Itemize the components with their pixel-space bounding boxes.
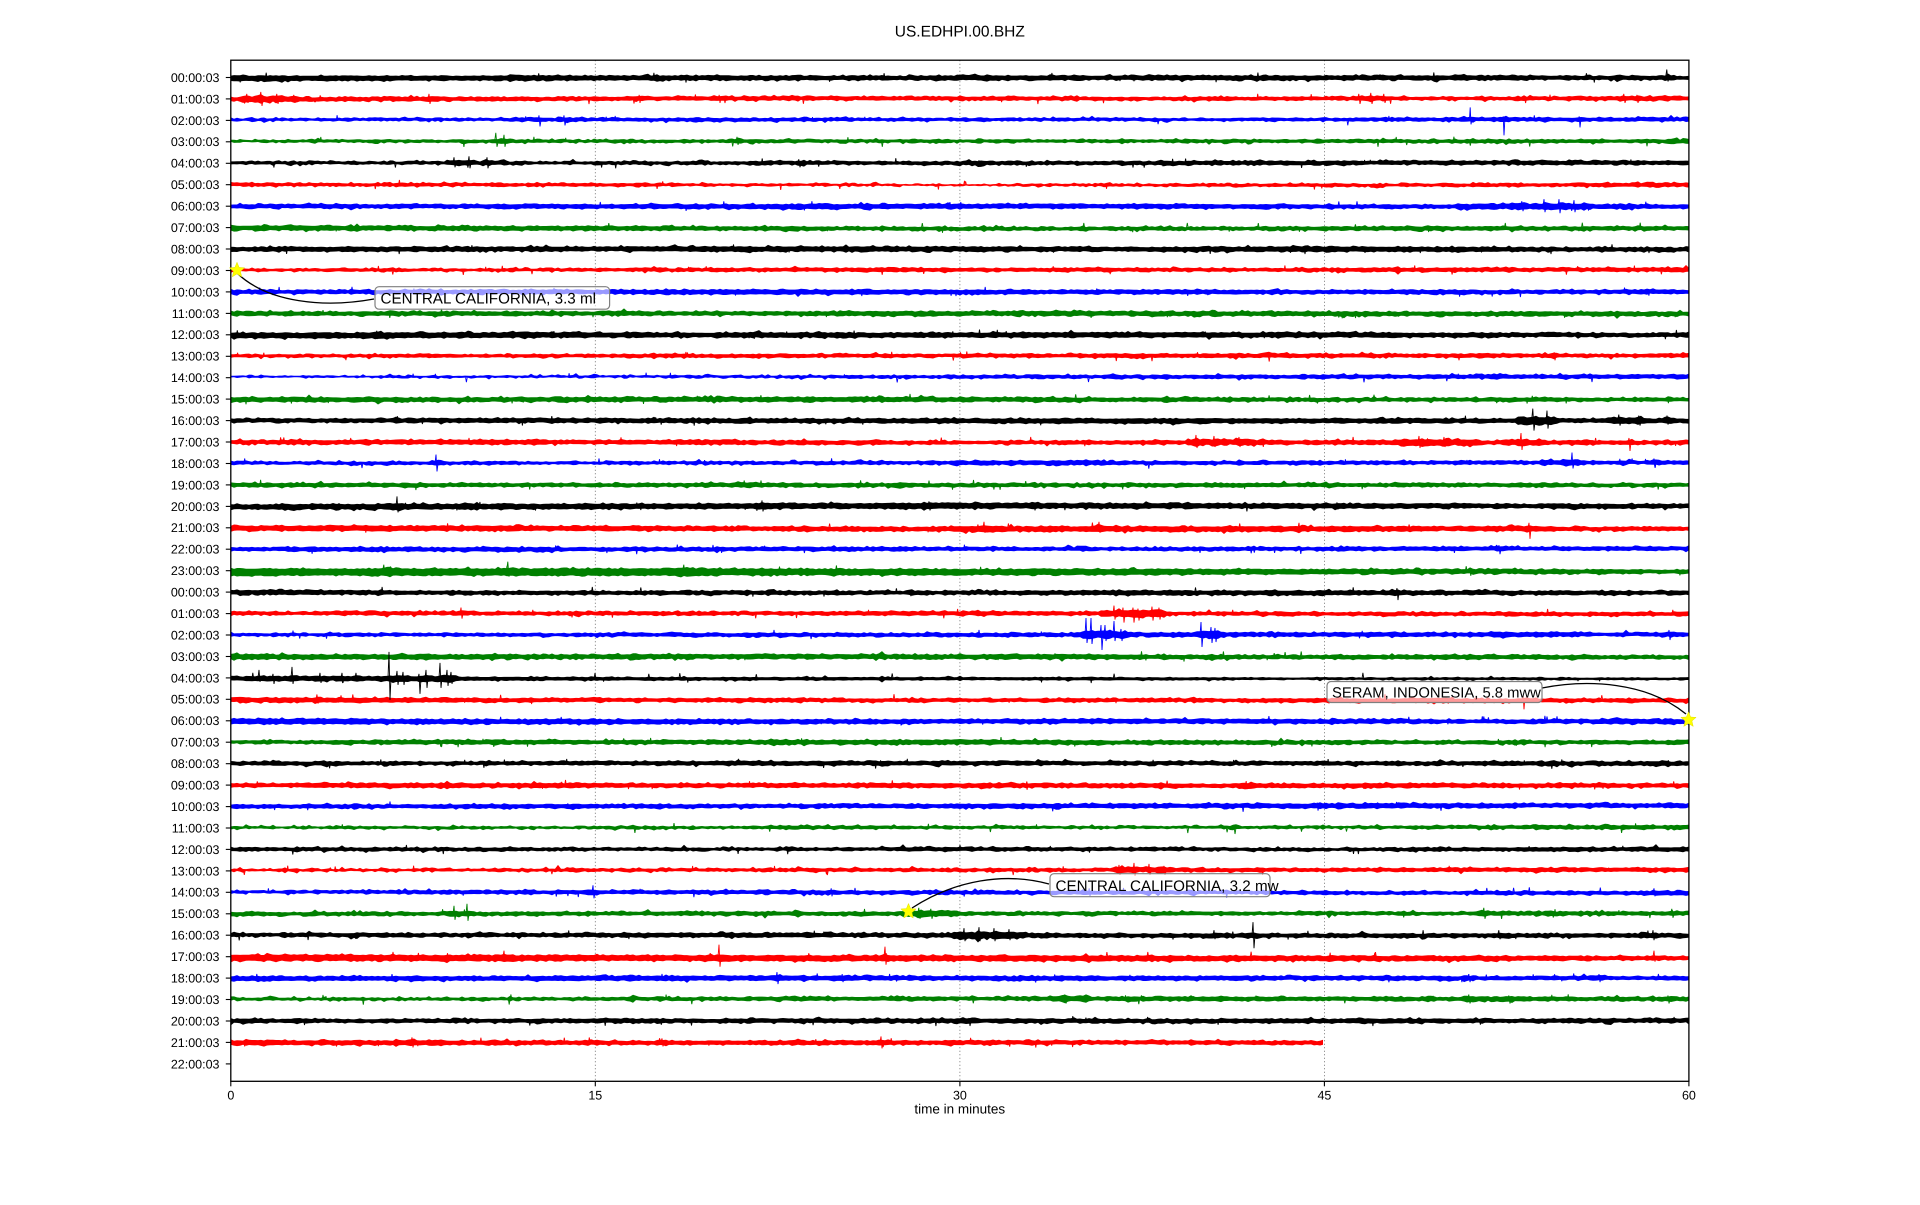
svg-text:09:00:03: 09:00:03 — [171, 779, 220, 793]
svg-text:00:00:03: 00:00:03 — [171, 586, 220, 600]
svg-text:time in minutes: time in minutes — [914, 1102, 1005, 1117]
svg-text:SERAM, INDONESIA, 5.8 mww: SERAM, INDONESIA, 5.8 mww — [1332, 686, 1541, 702]
svg-text:03:00:03: 03:00:03 — [171, 650, 220, 664]
svg-text:0: 0 — [227, 1089, 234, 1103]
svg-text:13:00:03: 13:00:03 — [171, 350, 220, 364]
svg-text:07:00:03: 07:00:03 — [171, 221, 220, 235]
svg-text:17:00:03: 17:00:03 — [171, 950, 220, 964]
svg-text:05:00:03: 05:00:03 — [171, 178, 220, 192]
svg-text:04:00:03: 04:00:03 — [171, 671, 220, 685]
svg-text:06:00:03: 06:00:03 — [171, 714, 220, 728]
svg-text:03:00:03: 03:00:03 — [171, 135, 220, 149]
svg-text:18:00:03: 18:00:03 — [171, 457, 220, 471]
svg-text:06:00:03: 06:00:03 — [171, 200, 220, 214]
svg-text:16:00:03: 16:00:03 — [171, 929, 220, 943]
svg-text:45: 45 — [1317, 1089, 1331, 1103]
svg-text:17:00:03: 17:00:03 — [171, 435, 220, 449]
svg-text:14:00:03: 14:00:03 — [171, 371, 220, 385]
svg-text:19:00:03: 19:00:03 — [171, 993, 220, 1007]
svg-text:CENTRAL CALIFORNIA, 3.2 mw: CENTRAL CALIFORNIA, 3.2 mw — [1056, 878, 1279, 895]
svg-text:10:00:03: 10:00:03 — [171, 800, 220, 814]
svg-text:08:00:03: 08:00:03 — [171, 757, 220, 771]
svg-text:19:00:03: 19:00:03 — [171, 478, 220, 492]
svg-text:02:00:03: 02:00:03 — [171, 628, 220, 642]
svg-text:13:00:03: 13:00:03 — [171, 864, 220, 878]
svg-text:15:00:03: 15:00:03 — [171, 393, 220, 407]
svg-text:16:00:03: 16:00:03 — [171, 414, 220, 428]
svg-text:21:00:03: 21:00:03 — [171, 1036, 220, 1050]
svg-text:22:00:03: 22:00:03 — [171, 1057, 220, 1071]
svg-text:18:00:03: 18:00:03 — [171, 972, 220, 986]
svg-text:01:00:03: 01:00:03 — [171, 92, 220, 106]
svg-text:09:00:03: 09:00:03 — [171, 264, 220, 278]
svg-text:14:00:03: 14:00:03 — [171, 886, 220, 900]
svg-text:15: 15 — [588, 1089, 602, 1103]
svg-text:20:00:03: 20:00:03 — [171, 1014, 220, 1028]
svg-text:01:00:03: 01:00:03 — [171, 607, 220, 621]
svg-text:05:00:03: 05:00:03 — [171, 693, 220, 707]
svg-text:20:00:03: 20:00:03 — [171, 500, 220, 514]
svg-text:12:00:03: 12:00:03 — [171, 843, 220, 857]
svg-text:US.EDHPI.00.BHZ: US.EDHPI.00.BHZ — [895, 24, 1025, 41]
svg-text:CENTRAL CALIFORNIA, 3.3 ml: CENTRAL CALIFORNIA, 3.3 ml — [381, 291, 596, 308]
svg-text:00:00:03: 00:00:03 — [171, 71, 220, 85]
svg-text:23:00:03: 23:00:03 — [171, 564, 220, 578]
svg-text:11:00:03: 11:00:03 — [172, 821, 220, 835]
svg-text:02:00:03: 02:00:03 — [171, 114, 220, 128]
svg-text:04:00:03: 04:00:03 — [171, 157, 220, 171]
svg-text:21:00:03: 21:00:03 — [171, 521, 220, 535]
svg-text:11:00:03: 11:00:03 — [172, 307, 220, 321]
svg-text:22:00:03: 22:00:03 — [171, 543, 220, 557]
svg-text:30: 30 — [953, 1089, 967, 1103]
svg-text:60: 60 — [1682, 1089, 1696, 1103]
svg-text:08:00:03: 08:00:03 — [171, 242, 220, 256]
svg-text:12:00:03: 12:00:03 — [171, 328, 220, 342]
svg-text:07:00:03: 07:00:03 — [171, 736, 220, 750]
svg-text:10:00:03: 10:00:03 — [171, 285, 220, 299]
svg-text:15:00:03: 15:00:03 — [171, 907, 220, 921]
